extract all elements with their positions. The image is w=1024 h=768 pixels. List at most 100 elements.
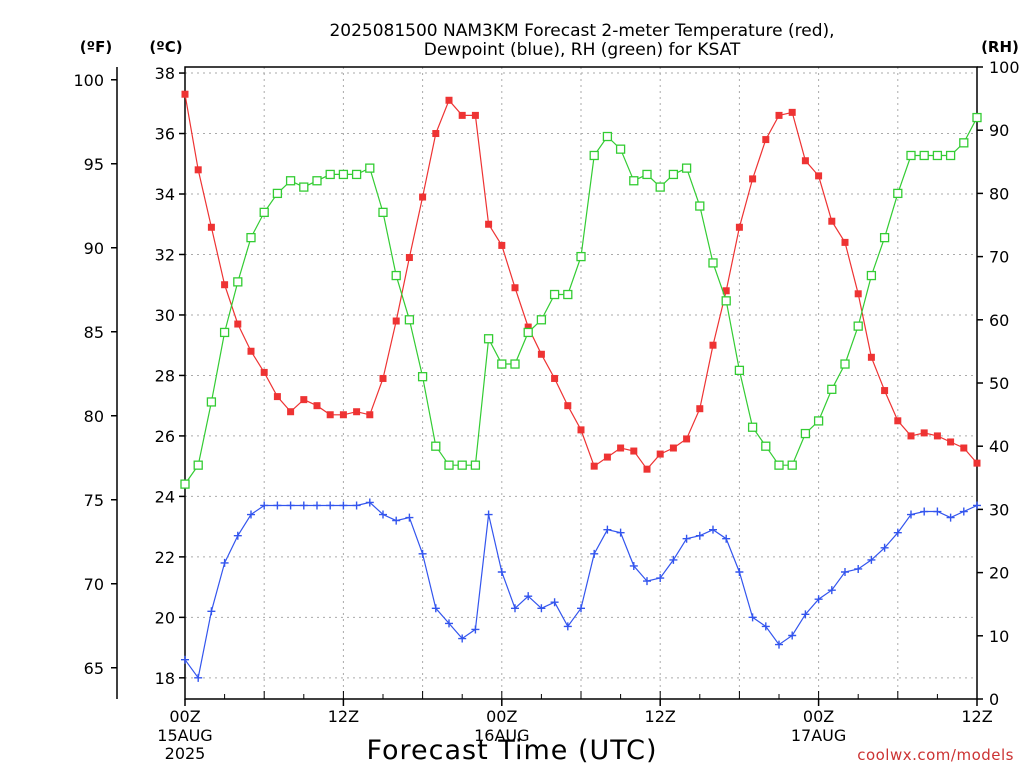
- 2-meter-dewpoint-point: [616, 528, 625, 537]
- rh-tick-label: 10: [989, 627, 1009, 646]
- 2-meter-temperature-point: [247, 347, 255, 355]
- 2-meter-temperature-point: [709, 341, 717, 349]
- rh-tick-label: 30: [989, 500, 1009, 519]
- 2-meter-dewpoint-point: [643, 577, 651, 586]
- relative-humidity-point: [642, 169, 652, 180]
- relative-humidity-point: [563, 289, 573, 300]
- 2-meter-dewpoint-point: [365, 498, 374, 507]
- relative-humidity-point: [246, 232, 256, 243]
- 2-meter-temperature-point: [313, 402, 321, 410]
- 2-meter-dewpoint-point: [286, 501, 295, 510]
- x-date-label: 15AUG: [157, 726, 212, 745]
- relative-humidity-point: [813, 416, 824, 426]
- 2-meter-temperature-point: [419, 193, 427, 201]
- fahrenheit-tick-label: 65: [84, 659, 104, 678]
- rh-tick-label: 40: [989, 437, 1009, 456]
- 2-meter-dewpoint-point: [445, 619, 453, 628]
- 2-meter-dewpoint-point: [577, 604, 585, 613]
- relative-humidity-point: [523, 327, 533, 338]
- 2-meter-dewpoint-point: [682, 534, 691, 543]
- 2-meter-temperature-point: [722, 287, 730, 295]
- relative-humidity-point: [919, 150, 929, 161]
- 2-meter-temperature-point: [273, 393, 281, 401]
- 2-meter-dewpoint-point: [893, 528, 902, 537]
- rh-tick-label: 80: [989, 184, 1009, 203]
- 2-meter-dewpoint-point: [748, 613, 757, 622]
- x-date-label: 16AUG: [474, 726, 529, 745]
- 2-meter-dewpoint-point: [458, 634, 467, 643]
- 2-meter-temperature-point: [735, 223, 743, 231]
- 2-meter-temperature-point: [749, 175, 757, 183]
- 2-meter-dewpoint-point: [722, 534, 731, 543]
- relative-humidity-point: [629, 176, 639, 186]
- relative-humidity-point: [325, 169, 335, 180]
- 2-meter-temperature-point: [471, 111, 479, 119]
- fahrenheit-tick-label: 100: [73, 71, 104, 90]
- 2-meter-dewpoint-point: [194, 673, 203, 682]
- 2-meter-dewpoint-point: [220, 558, 229, 567]
- 2-meter-temperature-point: [630, 447, 638, 455]
- 2-meter-temperature-point: [828, 217, 836, 225]
- rh-tick-label: 0: [989, 690, 999, 709]
- 2-meter-temperature-point: [801, 157, 809, 165]
- 2-meter-temperature-point: [485, 220, 493, 228]
- rh-tick-label: 90: [989, 121, 1009, 140]
- x-tick-label: 00Z: [486, 707, 517, 726]
- relative-humidity-point: [906, 150, 916, 161]
- 2-meter-dewpoint-point: [511, 604, 519, 613]
- 2-meter-dewpoint-point: [801, 610, 810, 619]
- 2-meter-temperature-point: [326, 411, 334, 419]
- celsius-tick-label: 38: [155, 64, 175, 83]
- 2-meter-temperature-point: [511, 284, 519, 292]
- 2-meter-temperature-point: [181, 90, 189, 98]
- 2-meter-temperature-point: [537, 350, 545, 358]
- 2-meter-dewpoint-point: [695, 531, 704, 540]
- 2-meter-dewpoint-point: [880, 543, 889, 552]
- relative-humidity-point: [879, 232, 890, 243]
- 2-meter-dewpoint-point: [907, 510, 915, 519]
- relative-humidity-point: [747, 422, 758, 432]
- relative-humidity-point: [378, 207, 388, 218]
- 2-meter-temperature-point: [867, 353, 875, 361]
- 2-meter-temperature-point: [775, 111, 783, 119]
- 2-meter-dewpoint-point: [814, 595, 823, 604]
- 2-meter-dewpoint-point: [431, 604, 440, 613]
- celsius-tick-label: 26: [155, 427, 175, 446]
- relative-humidity-point: [549, 289, 560, 300]
- celsius-tick-label: 30: [155, 306, 175, 325]
- 2-meter-dewpoint-point: [920, 507, 929, 516]
- relative-humidity-point: [338, 169, 349, 180]
- relative-humidity-point: [800, 428, 811, 439]
- 2-meter-temperature-point: [207, 223, 215, 231]
- 2-meter-temperature-point: [920, 429, 928, 437]
- celsius-tick-label: 24: [155, 487, 175, 506]
- relative-humidity-point: [932, 150, 943, 161]
- relative-humidity-point: [681, 163, 692, 173]
- relative-humidity-point: [589, 150, 599, 161]
- x-tick-label: 12Z: [961, 707, 992, 726]
- relative-humidity-point: [431, 441, 441, 451]
- fahrenheit-tick-label: 90: [84, 239, 104, 258]
- 2-meter-temperature-point: [194, 166, 202, 174]
- axes: 6570758085909510018202224262830323436380…: [73, 58, 1019, 763]
- rh-tick-label: 70: [989, 248, 1009, 267]
- relative-humidity-point: [417, 372, 428, 382]
- 2-meter-temperature-point: [590, 462, 598, 470]
- celsius-tick-label: 22: [155, 548, 175, 567]
- 2-meter-temperature-point: [603, 453, 611, 461]
- 2-meter-temperature-point: [894, 417, 902, 425]
- 2-meter-dewpoint-point: [484, 510, 493, 519]
- x-year-label: 2025: [165, 744, 206, 763]
- relative-humidity-point: [959, 138, 969, 148]
- 2-meter-dewpoint-point: [247, 510, 255, 519]
- 2-meter-temperature-point: [656, 450, 664, 458]
- fahrenheit-unit-label: (ºF): [80, 38, 112, 56]
- 2-meter-dewpoint-point: [788, 631, 797, 640]
- relative-humidity-point: [365, 163, 375, 173]
- 2-meter-dewpoint-point: [207, 607, 216, 616]
- relative-humidity-point: [774, 460, 784, 470]
- 2-meter-dewpoint-point: [603, 525, 612, 534]
- relative-humidity-point: [233, 277, 243, 287]
- relative-humidity-point: [510, 359, 520, 369]
